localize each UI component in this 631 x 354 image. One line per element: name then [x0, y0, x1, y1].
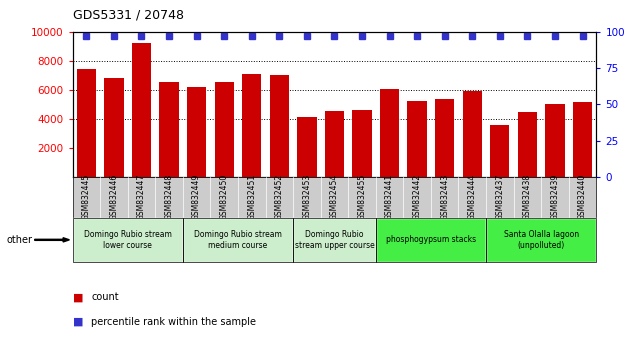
Text: GSM832437: GSM832437 — [495, 174, 504, 221]
Bar — [297, 118, 317, 177]
Text: GSM832444: GSM832444 — [468, 174, 477, 221]
Text: Domingo Rubio stream
lower course: Domingo Rubio stream lower course — [84, 230, 172, 250]
Bar — [352, 109, 372, 177]
Bar — [573, 102, 592, 177]
Bar — [160, 82, 179, 177]
Text: GSM832448: GSM832448 — [165, 174, 174, 221]
Bar — [187, 87, 206, 177]
Text: GSM832443: GSM832443 — [440, 174, 449, 221]
Text: GSM832453: GSM832453 — [302, 174, 311, 221]
Text: count: count — [91, 292, 119, 302]
Text: GSM832446: GSM832446 — [109, 174, 119, 221]
Text: GSM832454: GSM832454 — [330, 174, 339, 221]
Text: GSM832442: GSM832442 — [413, 174, 422, 221]
Text: GSM832440: GSM832440 — [578, 174, 587, 221]
Text: ■: ■ — [73, 317, 83, 327]
Text: Domingo Rubio
stream upper course: Domingo Rubio stream upper course — [295, 230, 374, 250]
Bar — [408, 101, 427, 177]
Bar — [463, 91, 482, 177]
Text: GSM832450: GSM832450 — [220, 174, 228, 221]
Bar — [517, 112, 537, 177]
Bar — [269, 75, 289, 177]
Text: GSM832445: GSM832445 — [82, 174, 91, 221]
Bar — [104, 78, 124, 177]
Text: GSM832439: GSM832439 — [550, 174, 560, 221]
Text: GSM832451: GSM832451 — [247, 174, 256, 221]
Text: GSM832455: GSM832455 — [358, 174, 367, 221]
Bar — [325, 111, 344, 177]
Text: Domingo Rubio stream
medium course: Domingo Rubio stream medium course — [194, 230, 282, 250]
Text: GSM832438: GSM832438 — [523, 174, 532, 221]
Text: GSM832452: GSM832452 — [275, 174, 284, 221]
Bar — [435, 99, 454, 177]
Bar — [545, 104, 565, 177]
Bar — [380, 89, 399, 177]
Bar — [215, 82, 234, 177]
Text: GSM832447: GSM832447 — [137, 174, 146, 221]
Text: GSM832441: GSM832441 — [385, 174, 394, 221]
Text: GDS5331 / 20748: GDS5331 / 20748 — [73, 8, 184, 21]
Text: other: other — [6, 235, 32, 245]
Text: phosphogypsum stacks: phosphogypsum stacks — [386, 235, 476, 244]
Text: ■: ■ — [73, 292, 83, 302]
Text: Santa Olalla lagoon
(unpolluted): Santa Olalla lagoon (unpolluted) — [504, 230, 579, 250]
Bar — [490, 125, 509, 177]
Text: percentile rank within the sample: percentile rank within the sample — [91, 317, 256, 327]
Text: GSM832449: GSM832449 — [192, 174, 201, 221]
Bar — [77, 69, 96, 177]
Bar — [242, 74, 261, 177]
Bar — [132, 44, 151, 177]
